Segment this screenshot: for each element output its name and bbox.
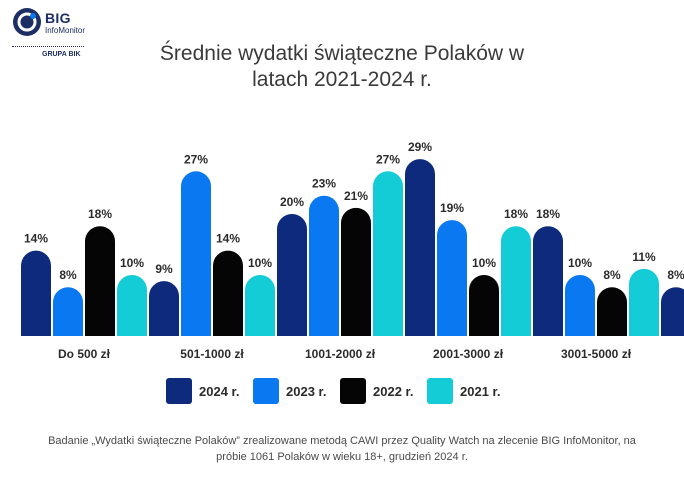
bar-2-3 xyxy=(469,275,499,336)
bar-0-3 xyxy=(405,159,435,336)
bar-value-label: 18% xyxy=(536,207,560,221)
bar-1-1 xyxy=(181,171,211,336)
bar-value-label: 9% xyxy=(155,262,173,276)
bar-2-1 xyxy=(213,250,243,336)
legend-label: 2023 r. xyxy=(286,384,327,399)
bar-value-label: 8% xyxy=(603,268,621,282)
bar-value-label: 14% xyxy=(24,232,48,246)
bar-value-label: 8% xyxy=(59,268,77,282)
brand-group: GRUPA BIK xyxy=(42,51,81,58)
legend-label: 2021 r. xyxy=(460,384,501,399)
bar-value-label: 27% xyxy=(376,152,400,166)
bar-value-label: 14% xyxy=(216,232,240,246)
brand-name: BIG xyxy=(45,10,71,26)
bar-value-label: 8% xyxy=(667,268,684,282)
legend-swatch xyxy=(253,378,279,404)
legend-label: 2022 r. xyxy=(373,384,414,399)
bar-3-4 xyxy=(629,268,659,336)
bar-1-2 xyxy=(309,195,339,336)
bar-value-label: 10% xyxy=(568,256,592,270)
big-logo-icon xyxy=(13,8,41,36)
bar-1-4 xyxy=(565,275,595,336)
bar-value-label: 29% xyxy=(408,140,432,154)
chart-legend: 2024 r. 2023 r. 2022 r. 2021 r. xyxy=(0,378,684,408)
legend-swatch xyxy=(166,378,192,404)
bar-0-2 xyxy=(277,214,307,336)
logo-divider xyxy=(12,46,84,47)
bar-chart: 14% 8% 18% 10% Do 500 zł 9% 27% 14% 10% 501-1000 … xyxy=(21,140,684,361)
footnote: Badanie „Wydatki świąteczne Polaków” zre… xyxy=(20,433,664,465)
chart-title: Średnie wydatki świąteczne Polaków w lat… xyxy=(100,41,584,93)
bar-0-0 xyxy=(21,250,51,336)
bar-3-2 xyxy=(373,171,403,336)
bar-value-label: 23% xyxy=(312,177,336,191)
bar-2-4 xyxy=(597,287,627,336)
footnote-line-2: próbie 1061 Polaków w wieku 18+, grudzie… xyxy=(216,451,468,463)
chart-title-line-1: Średnie wydatki świąteczne Polaków w xyxy=(159,42,525,65)
chart-title-line-2: latach 2021-2024 r. xyxy=(252,68,432,91)
bar-value-label: 11% xyxy=(632,250,656,264)
category-label: 501-1000 zł xyxy=(180,347,244,361)
bar-3-0 xyxy=(117,275,147,336)
legend-swatch xyxy=(340,378,366,404)
brand-logo: BIG InfoMonitor GRUPA BIK xyxy=(12,6,112,66)
bar-2-2 xyxy=(341,207,371,336)
category-label: 1001-2000 zł xyxy=(305,347,376,361)
bar-0-1 xyxy=(149,281,179,336)
bar-2-0 xyxy=(85,226,116,336)
brand-subname: InfoMonitor xyxy=(45,26,86,35)
bar-value-label: 18% xyxy=(504,207,528,221)
bar-value-label: 21% xyxy=(344,189,368,203)
bar-value-label: 20% xyxy=(280,195,304,209)
legend-label: 2024 r. xyxy=(199,384,240,399)
bar-value-label: 27% xyxy=(184,152,208,166)
bar-value-label: 18% xyxy=(88,207,112,221)
bar-value-label: 10% xyxy=(248,256,272,270)
bar-value-label: 19% xyxy=(440,201,464,215)
legend-swatch xyxy=(427,378,453,404)
category-label: 2001-3000 zł xyxy=(433,347,504,361)
bar-value-label: 10% xyxy=(472,256,496,270)
bar-3-3 xyxy=(501,226,531,336)
bar-3-1 xyxy=(245,275,275,336)
bar-1-3 xyxy=(437,220,467,336)
bar-0-5 xyxy=(661,287,684,336)
bar-1-0 xyxy=(53,287,84,336)
bar-0-4 xyxy=(533,226,563,336)
category-label: 3001-5000 zł xyxy=(561,347,632,361)
footnote-line-1: Badanie „Wydatki świąteczne Polaków” zre… xyxy=(48,435,636,447)
bar-value-label: 10% xyxy=(120,256,144,270)
category-label: Do 500 zł xyxy=(58,347,111,361)
